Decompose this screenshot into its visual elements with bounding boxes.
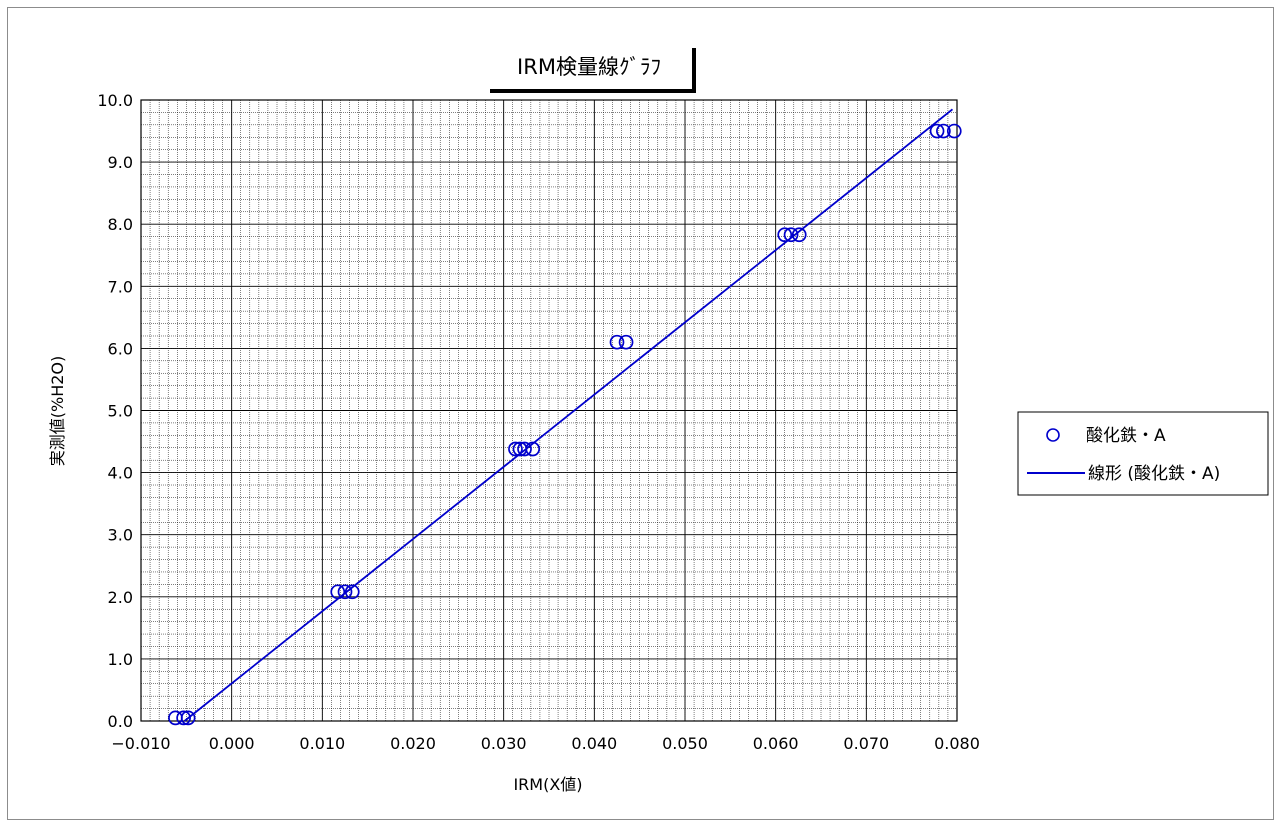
y-tick-label: 5.0	[108, 402, 133, 421]
data-point	[618, 334, 634, 350]
legend-box	[1017, 411, 1269, 496]
data-point	[176, 710, 191, 726]
x-tick-label: 0.080	[934, 734, 980, 753]
legend: 酸化鉄・A 線形 (酸化鉄・A)	[1017, 411, 1269, 496]
x-axis-title: IRM(X値)	[513, 775, 582, 794]
y-tick-label: 10.0	[97, 91, 133, 110]
series-layer	[168, 108, 962, 726]
data-point	[929, 123, 945, 139]
data-point	[525, 441, 541, 457]
data-point	[337, 584, 353, 600]
y-tick-label: 9.0	[108, 153, 133, 172]
y-tick-label: 6.0	[108, 339, 133, 358]
y-tick-labels: 0.0 1.0 2.0 3.0 4.0 5.0 6.0 7.0 8.0 9.0 10.0	[97, 91, 133, 731]
chart-title-box	[486, 44, 692, 89]
x-tick-label: 0.060	[753, 734, 799, 753]
grid	[140, 99, 958, 722]
data-point	[791, 227, 807, 243]
plot-border	[140, 99, 958, 722]
x-tick-label: 0.040	[571, 734, 617, 753]
y-tick-label: 4.0	[108, 464, 133, 483]
y-tick-label: 0.0	[108, 712, 133, 731]
legend-label-line: 線形 (酸化鉄・A)	[1088, 464, 1220, 484]
legend-marker-scatter	[1046, 428, 1060, 442]
y-tick-label: 1.0	[108, 650, 133, 669]
x-tick-label: 0.050	[662, 734, 708, 753]
x-tick-label: 0.020	[390, 734, 436, 753]
x-tick-labels: −0.010 0.000 0.010 0.020 0.030 0.040 0.050 0.06…	[111, 734, 980, 753]
x-tick-label: −0.010	[111, 734, 170, 753]
y-tick-label: 7.0	[108, 277, 133, 296]
x-tick-label: 0.010	[299, 734, 345, 753]
y-tick-label: 8.0	[108, 215, 133, 234]
data-point	[777, 227, 793, 243]
data-point	[180, 710, 196, 726]
x-tick-label: 0.030	[481, 734, 527, 753]
y-axis-title: 実測値(%H2O)	[48, 356, 67, 467]
legend-label-scatter: 酸化鉄・A	[1086, 426, 1166, 446]
data-point	[936, 123, 951, 139]
x-tick-label: 0.070	[843, 734, 889, 753]
y-tick-label: 2.0	[108, 588, 133, 607]
x-tick-label: 0.000	[209, 734, 255, 753]
data-point	[609, 334, 625, 350]
data-point	[508, 441, 523, 457]
chart-title: IRM検量線ｸﾞﾗﾌ	[517, 55, 661, 79]
data-point	[783, 227, 799, 243]
data-point	[330, 584, 346, 600]
data-point	[517, 441, 532, 457]
data-point	[946, 123, 962, 139]
trendline	[183, 108, 954, 722]
data-point	[344, 584, 360, 600]
y-tick-label: 3.0	[108, 526, 133, 545]
chart-title-group: IRM検量線ｸﾞﾗﾌ	[486, 44, 696, 93]
